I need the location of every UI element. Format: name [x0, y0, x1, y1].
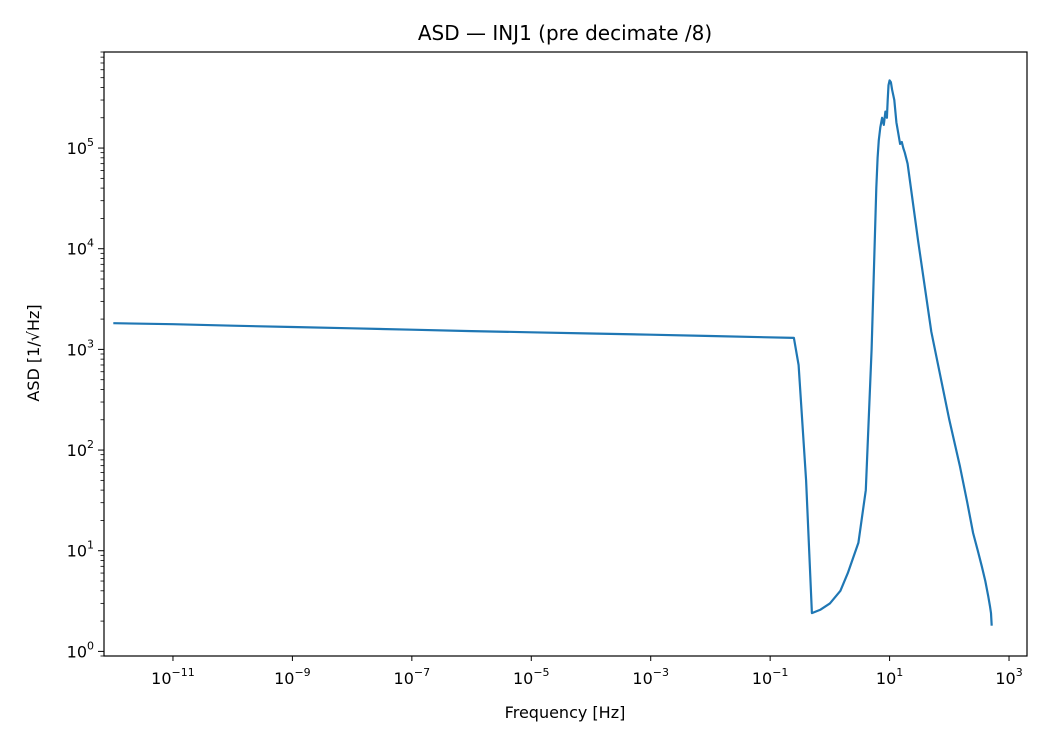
y-tick-exponent: 4 — [87, 237, 94, 250]
x-tick-exponent: −3 — [653, 666, 669, 679]
x-tick-exponent: −5 — [533, 666, 549, 679]
y-tick-base: 10 — [67, 542, 87, 561]
x-tick-label: 101 — [876, 666, 903, 688]
y-tick-label: 103 — [67, 337, 94, 359]
y-tick-label: 104 — [67, 237, 94, 259]
y-tick-base: 10 — [67, 139, 87, 158]
x-tick-label: 10−5 — [513, 666, 550, 688]
y-tick-exponent: 1 — [87, 539, 94, 552]
x-tick-label: 10−1 — [752, 666, 789, 688]
y-tick-base: 10 — [67, 240, 87, 259]
series-line-0 — [113, 79, 993, 626]
y-tick-exponent: 5 — [87, 136, 94, 149]
y-tick-base: 10 — [67, 642, 87, 661]
chart-title: ASD — INJ1 (pre decimate /8) — [418, 21, 712, 45]
y-tick-exponent: 2 — [87, 438, 94, 451]
x-tick-label: 10−11 — [151, 666, 195, 688]
x-axis-label: Frequency [Hz] — [505, 703, 626, 722]
x-tick-label: 10−3 — [632, 666, 669, 688]
x-tick-exponent: 1 — [896, 666, 903, 679]
y-tick-label: 100 — [67, 639, 94, 661]
x-tick-label: 10−9 — [274, 666, 311, 688]
x-tick-exponent: −11 — [172, 666, 195, 679]
plot-area: 10−11 10−9 10−7 10−5 10−3 10−1 101 103100101102… — [67, 51, 1028, 688]
y-tick-base: 10 — [67, 441, 87, 460]
x-tick-exponent: −1 — [772, 666, 788, 679]
y-tick-base: 10 — [67, 340, 87, 359]
y-tick-label: 101 — [67, 539, 94, 561]
x-tick-exponent: −7 — [414, 666, 430, 679]
axes-frame — [103, 51, 1028, 657]
y-axis-label: ASD [1/√Hz] — [24, 304, 43, 401]
x-tick-exponent: −9 — [294, 666, 310, 679]
x-tick-exponent: 3 — [1016, 666, 1023, 679]
y-tick-exponent: 0 — [87, 639, 94, 652]
x-tick-label: 103 — [995, 666, 1022, 688]
x-tick-label: 10−7 — [394, 666, 431, 688]
y-tick-label: 105 — [67, 136, 94, 158]
y-tick-exponent: 3 — [87, 337, 94, 350]
y-tick-label: 102 — [67, 438, 94, 460]
